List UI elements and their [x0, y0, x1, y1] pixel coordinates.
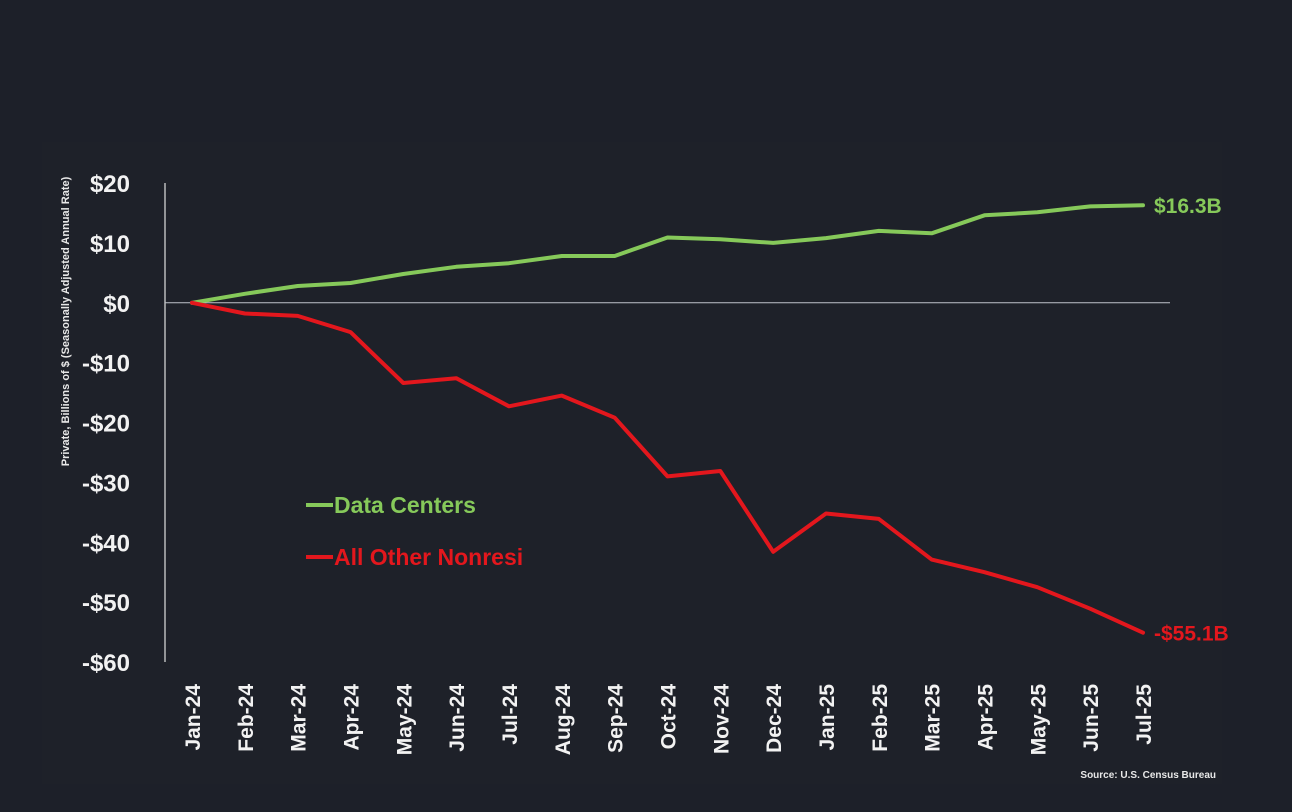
- y-tick-label: -$20: [82, 411, 130, 438]
- y-tick-label: -$30: [82, 470, 130, 497]
- x-tick-label: Sep-24: [605, 684, 628, 753]
- x-tick-label: Jan-25: [816, 684, 839, 751]
- x-tick-label: Mar-25: [922, 684, 945, 752]
- source-label: Source: U.S. Census Bureau: [1080, 770, 1216, 781]
- series-end-labels: $16.3B -$55.1B: [1154, 195, 1229, 646]
- x-tick-label: Aug-24: [552, 684, 575, 755]
- x-tick-label: Nov-24: [710, 684, 733, 754]
- legend-label-data-centers: Data Centers: [334, 492, 476, 518]
- x-tick-label: Feb-24: [235, 684, 258, 752]
- x-tick-label: Apr-25: [975, 684, 998, 751]
- y-tick-label: $10: [90, 231, 130, 258]
- y-axis-ticks: $20 $10 $0 -$10 -$20 -$30 -$40 -$50 -$60: [82, 171, 130, 677]
- x-tick-label: Jan-24: [182, 684, 205, 751]
- y-tick-label: -$50: [82, 590, 130, 617]
- x-tick-label: Oct-24: [658, 684, 681, 750]
- legend-label-all-other-nonresi: All Other Nonresi: [334, 544, 523, 570]
- y-axis-title-group: Private, Billions of $ (Seasonally Adjus…: [60, 176, 72, 466]
- x-tick-label: Jul-25: [1133, 684, 1156, 745]
- end-label-all-other-nonresi: -$55.1B: [1154, 623, 1229, 646]
- x-tick-label: Feb-25: [869, 684, 892, 752]
- y-tick-label: -$10: [82, 351, 130, 378]
- legend: Data Centers All Other Nonresi: [306, 492, 523, 570]
- x-tick-label: Mar-24: [288, 684, 311, 752]
- y-tick-label: $20: [90, 171, 130, 198]
- x-tick-label: Jul-24: [499, 684, 522, 745]
- y-tick-label: -$60: [82, 650, 130, 677]
- x-tick-label: May-25: [1027, 684, 1050, 756]
- axes: [164, 183, 1170, 662]
- series-line-all-other-nonresi: [190, 300, 1145, 635]
- end-label-data-centers: $16.3B: [1154, 195, 1222, 218]
- x-tick-label: Jun-24: [446, 684, 469, 752]
- x-tick-label: Apr-24: [341, 684, 364, 751]
- y-tick-label: -$40: [82, 530, 130, 557]
- series-lines: [190, 203, 1145, 635]
- x-tick-label: Dec-24: [763, 684, 786, 753]
- series-line-data-centers: [190, 203, 1145, 305]
- x-tick-label: May-24: [393, 684, 416, 756]
- x-tick-label: Jun-25: [1080, 684, 1103, 752]
- x-axis-ticks: Jan-24 Feb-24 Mar-24 Apr-24 May-24 Jun-24 Jul-…: [182, 684, 1156, 756]
- y-axis-title: Private, Billions of $ (Seasonally Adjus…: [60, 176, 72, 466]
- y-tick-label: $0: [103, 291, 130, 318]
